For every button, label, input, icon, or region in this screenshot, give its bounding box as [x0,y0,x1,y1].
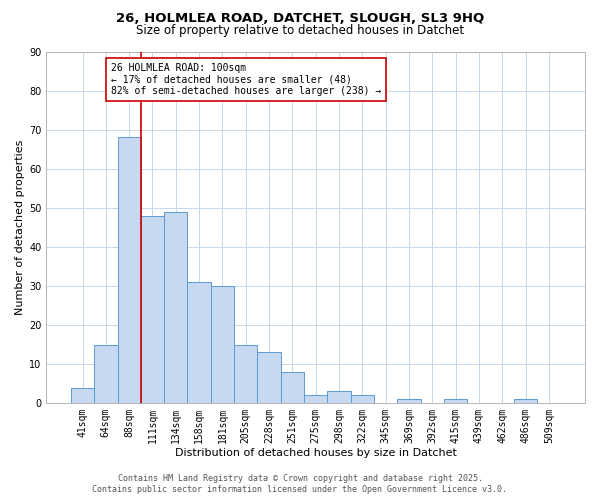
Text: 26 HOLMLEA ROAD: 100sqm
← 17% of detached houses are smaller (48)
82% of semi-de: 26 HOLMLEA ROAD: 100sqm ← 17% of detache… [110,63,381,96]
Bar [304,396,328,403]
Text: 26, HOLMLEA ROAD, DATCHET, SLOUGH, SL3 9HQ: 26, HOLMLEA ROAD, DATCHET, SLOUGH, SL3 9… [116,12,484,26]
Bar [514,400,537,403]
Text: Size of property relative to detached houses in Datchet: Size of property relative to detached ho… [136,24,464,37]
Y-axis label: Number of detached properties: Number of detached properties [15,140,25,315]
Bar [444,400,467,403]
Bar [397,400,421,403]
Bar [94,344,118,403]
Text: Contains HM Land Registry data © Crown copyright and database right 2025.
Contai: Contains HM Land Registry data © Crown c… [92,474,508,494]
Bar [281,372,304,403]
X-axis label: Distribution of detached houses by size in Datchet: Distribution of detached houses by size … [175,448,457,458]
Bar [211,286,234,403]
Bar [118,138,141,403]
Title: 26, HOLMLEA ROAD, DATCHET, SLOUGH, SL3 9HQ
Size of property relative to detached: 26, HOLMLEA ROAD, DATCHET, SLOUGH, SL3 9… [0,499,1,500]
Bar [350,396,374,403]
Bar [141,216,164,403]
Bar [328,392,350,403]
Bar [234,344,257,403]
Bar [257,352,281,403]
Bar [164,212,187,403]
Bar [71,388,94,403]
Bar [187,282,211,403]
